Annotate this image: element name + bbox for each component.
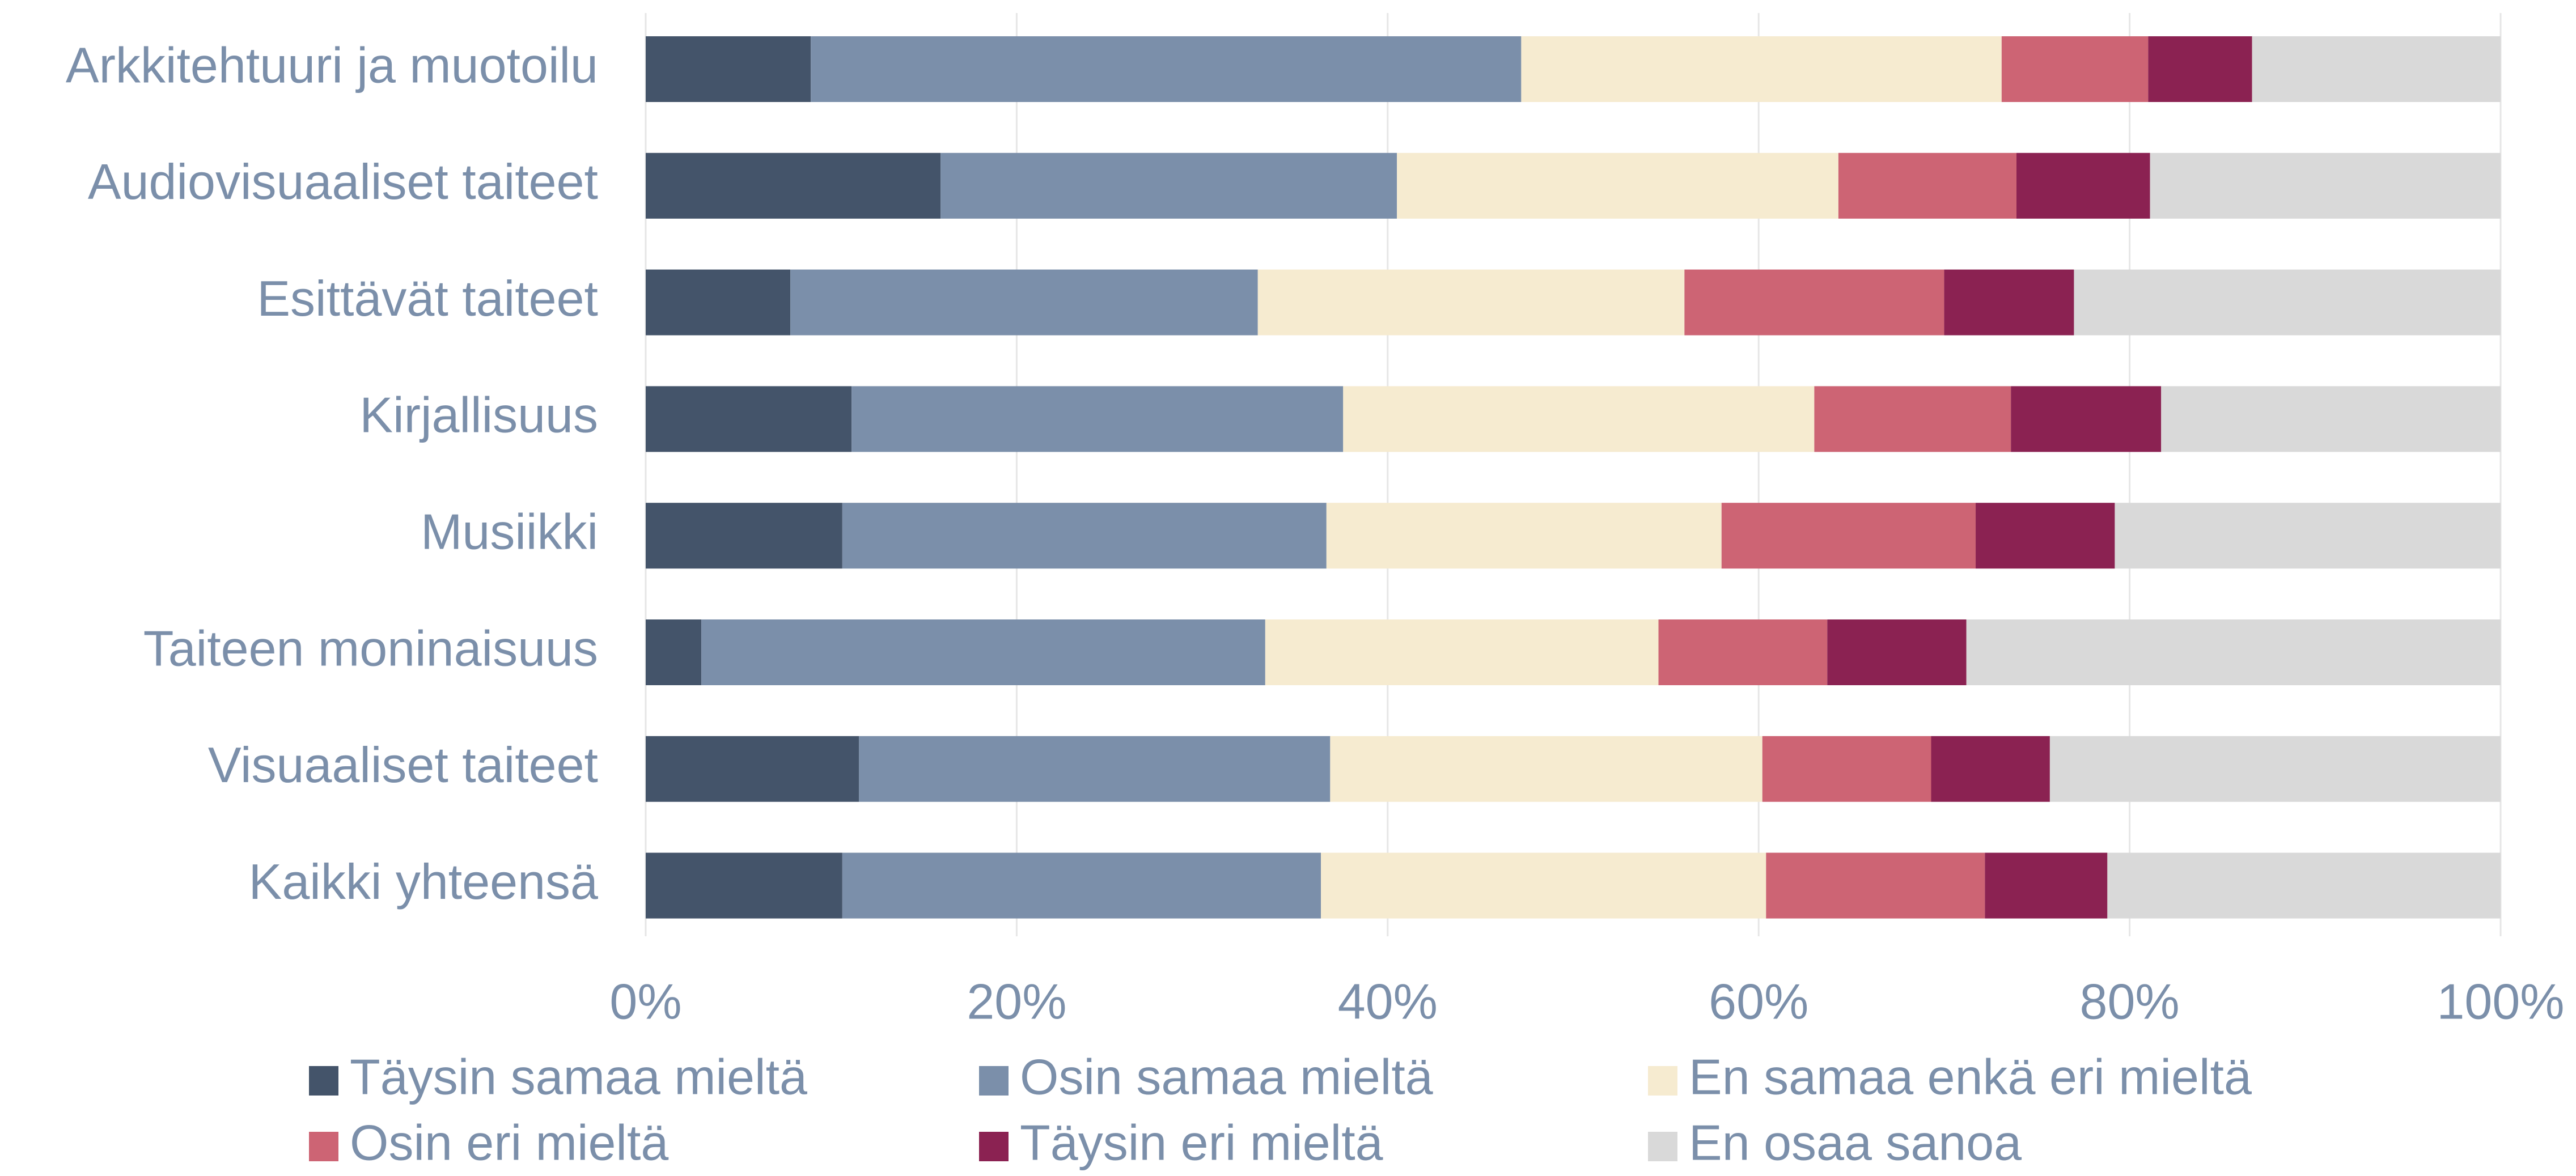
bar-segment <box>1684 269 1944 336</box>
bar-segment <box>646 503 842 569</box>
legend-swatch <box>979 1132 1009 1161</box>
y-tick-label: Esittävät taiteet <box>257 270 598 326</box>
bar-segment <box>646 852 842 919</box>
y-tick-label: Taiteen moninaisuus <box>143 620 598 676</box>
y-tick-label: Musiikki <box>421 503 598 559</box>
legend-label: Täysin eri mieltä <box>1020 1114 1383 1170</box>
bar-segment <box>2016 152 2150 219</box>
bar-segment <box>1814 386 2011 452</box>
x-tick-label: 0% <box>609 973 681 1029</box>
bar-segment <box>646 619 702 685</box>
bar-segment <box>1827 619 1967 685</box>
bar-segment <box>2148 36 2252 102</box>
bar-segment <box>842 852 1321 919</box>
bar-segment <box>1838 152 2017 219</box>
x-tick-label: 100% <box>2437 973 2564 1029</box>
bar-segment <box>701 619 1265 685</box>
legend-swatch <box>309 1066 338 1096</box>
bar-segment <box>2001 36 2149 102</box>
bar-segment <box>1944 269 2074 336</box>
bar-segment <box>2011 386 2162 452</box>
bar-segment <box>2252 36 2501 102</box>
bar-segment <box>1721 503 1976 569</box>
bar-segment <box>1397 152 1838 219</box>
y-tick-label: Kirjallisuus <box>359 387 598 443</box>
bar-segment <box>811 36 1522 102</box>
bar-segment <box>1343 386 1815 452</box>
y-tick-label: Kaikki yhteensä <box>249 854 598 910</box>
legend-label: En osaa sanoa <box>1689 1114 2022 1170</box>
bar-segment <box>646 152 941 219</box>
bar-segment <box>1931 736 2050 802</box>
legend-label: Osin samaa mieltä <box>1020 1048 1433 1105</box>
bar-segment <box>790 269 1258 336</box>
bar-segment <box>2074 269 2501 336</box>
bar-segment <box>1321 852 1766 919</box>
y-tick-label: Visuaaliset taiteet <box>208 737 598 793</box>
bar-segment <box>1521 36 2002 102</box>
x-tick-label: 80% <box>2080 973 2180 1029</box>
bar-segment <box>2049 736 2501 802</box>
bar-segment <box>1265 619 1659 685</box>
legend-label: Osin eri mieltä <box>350 1114 668 1170</box>
legend-swatch <box>309 1132 338 1161</box>
bar-segment <box>646 269 791 336</box>
legend-label: En samaa enkä eri mieltä <box>1689 1048 2252 1105</box>
bar-segment <box>859 736 1331 802</box>
bar-segment <box>1330 736 1762 802</box>
bar-segment <box>646 736 859 802</box>
bar-segment <box>1966 619 2501 685</box>
bar-segment <box>2150 152 2501 219</box>
bar-segment <box>1326 503 1722 569</box>
bar-segment <box>2107 852 2501 919</box>
y-tick-label: Audiovisuaaliset taiteet <box>88 154 598 210</box>
bar-segment <box>1976 503 2115 569</box>
legend-label: Täysin samaa mieltä <box>350 1048 807 1105</box>
legend-swatch <box>1648 1066 1677 1096</box>
bar-segment <box>646 386 852 452</box>
x-tick-label: 60% <box>1709 973 1808 1029</box>
bar-segment <box>1766 852 1985 919</box>
bar-segment <box>1658 619 1828 685</box>
legend-swatch <box>979 1066 1009 1096</box>
bar-segment <box>1257 269 1685 336</box>
bar-segment <box>851 386 1344 452</box>
y-tick-label: Arkkitehtuuri ja muotoilu <box>66 37 598 93</box>
bar-segment <box>2115 503 2501 569</box>
bar-segment <box>2161 386 2501 452</box>
bar-segment <box>646 36 811 102</box>
bar-segment <box>1985 852 2108 919</box>
bar-segment <box>842 503 1327 569</box>
x-tick-label: 20% <box>967 973 1066 1029</box>
legend-swatch <box>1648 1132 1677 1161</box>
x-tick-label: 40% <box>1338 973 1438 1029</box>
bar-segment <box>940 152 1397 219</box>
bar-segment <box>1762 736 1931 802</box>
